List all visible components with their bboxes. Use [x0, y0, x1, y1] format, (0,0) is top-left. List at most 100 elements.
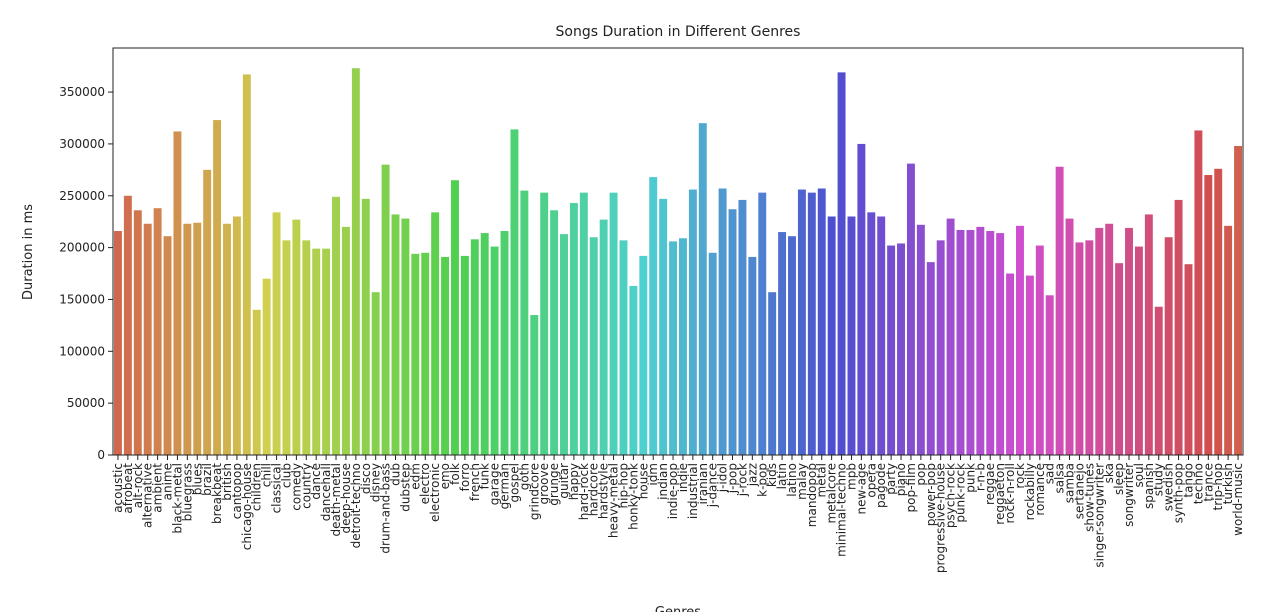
x-axis-label: Genres — [655, 605, 701, 612]
x-tick-label: study — [1152, 463, 1166, 496]
x-tick-label: pop — [914, 463, 928, 486]
bar — [887, 245, 896, 455]
bar — [252, 309, 261, 455]
bar — [609, 192, 618, 455]
x-tick-label: malay — [795, 463, 809, 500]
x-tick-label: country — [299, 463, 313, 509]
bar — [649, 177, 658, 455]
x-tick-label: groove — [537, 463, 551, 504]
bar — [332, 196, 340, 455]
x-tick-label: piano — [894, 463, 908, 496]
x-tick-label: rock-n-roll — [1003, 463, 1017, 524]
bar — [817, 188, 826, 455]
x-tick-label: goth — [517, 463, 531, 490]
x-tick-label: swedish — [1162, 463, 1176, 511]
bar — [262, 278, 271, 455]
bar — [312, 248, 321, 455]
x-tick-label: edm — [408, 463, 422, 490]
bar — [421, 252, 430, 455]
x-tick-label: acoustic — [111, 463, 125, 513]
x-tick-label: show-tunes — [1082, 463, 1096, 532]
x-tick-label: children — [250, 463, 264, 511]
x-tick-label: grunge — [547, 463, 561, 506]
x-tick-label: techno — [1191, 463, 1205, 504]
bar — [1085, 240, 1094, 455]
x-tick-label: r-n-b — [973, 463, 987, 491]
x-tick-label: afrobeat — [121, 463, 135, 514]
bar — [272, 212, 281, 455]
bar — [381, 164, 390, 455]
x-tick-label: latin — [775, 463, 789, 489]
bar — [1174, 199, 1183, 455]
x-tick-label: forro — [458, 463, 472, 491]
bar — [1234, 145, 1243, 455]
x-tick-label: pop-film — [904, 463, 918, 513]
bar — [451, 180, 459, 455]
x-tick-label: bluegrass — [180, 463, 194, 521]
bar — [183, 223, 192, 455]
bar — [113, 231, 122, 455]
bar — [123, 195, 132, 455]
x-tick-label: turkish — [1221, 463, 1235, 504]
x-tick-label: blues — [190, 463, 204, 495]
x-tick-label: heavy-metal — [607, 463, 621, 538]
x-tick-label: sertanejo — [1072, 463, 1086, 519]
bar — [768, 292, 777, 455]
x-tick-label: new-age — [854, 463, 868, 515]
x-tick-label: comedy — [289, 463, 303, 511]
x-tick-label: punk-rock — [954, 463, 968, 523]
bar — [431, 212, 440, 455]
x-tick-label: rockabilly — [1023, 463, 1037, 520]
x-tick-label: industrial — [686, 463, 700, 519]
bar — [1224, 225, 1233, 455]
bar — [1055, 166, 1064, 456]
bar — [659, 198, 668, 455]
bar — [1134, 246, 1143, 455]
bar — [1065, 218, 1074, 455]
x-tick-label: classical — [270, 463, 284, 513]
x-tick-label: spanish — [1142, 463, 1156, 509]
bar — [213, 120, 222, 456]
y-tick-label: 150000 — [59, 292, 105, 306]
bar — [698, 123, 707, 455]
bar — [1214, 168, 1223, 455]
x-tick-label: kids — [765, 463, 779, 487]
bar — [560, 234, 568, 455]
y-tick-label: 100000 — [59, 344, 105, 358]
bar — [520, 190, 529, 455]
bar — [550, 210, 559, 455]
x-tick-label: iranian — [696, 463, 710, 505]
x-tick-label: psych-rock — [944, 463, 958, 528]
bar — [688, 189, 697, 456]
bar — [857, 143, 866, 456]
x-tick-label: singer-songwriter — [1092, 463, 1106, 568]
x-tick-label: metalcore — [825, 463, 839, 523]
bar — [718, 188, 727, 455]
bar — [877, 216, 886, 455]
x-tick-label: idm — [646, 463, 660, 486]
x-tick-label: minimal-techno — [835, 463, 849, 557]
bar — [490, 246, 499, 455]
bar — [837, 72, 846, 455]
bar — [976, 226, 985, 455]
x-tick-label: j-rock — [735, 463, 749, 497]
x-tick-label: progressive-house — [934, 463, 948, 573]
x-tick-label: hard-rock — [577, 463, 591, 520]
bar — [361, 198, 370, 455]
x-tick-label: cantopop — [230, 463, 244, 519]
bar — [1194, 130, 1203, 455]
bar — [460, 255, 469, 455]
bar — [163, 236, 172, 455]
x-tick-label: samba — [1063, 463, 1077, 503]
bar — [322, 248, 331, 455]
x-tick-label: hardcore — [587, 463, 601, 516]
x-tick-label: club — [279, 463, 293, 488]
x-tick-label: mpb — [844, 463, 858, 490]
bar — [946, 218, 955, 455]
x-tick-label: guitar — [557, 463, 571, 499]
x-tick-label: honky-tonk — [626, 463, 640, 530]
y-tick-label: 250000 — [59, 189, 105, 203]
bar — [173, 131, 182, 456]
y-tick-label: 50000 — [67, 396, 105, 410]
bar — [867, 212, 876, 455]
